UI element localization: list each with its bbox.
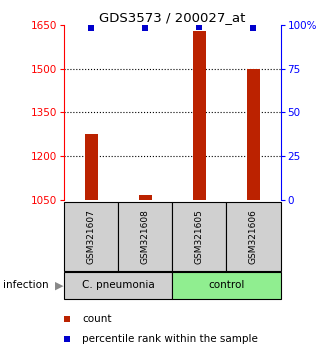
Text: percentile rank within the sample: percentile rank within the sample xyxy=(82,334,258,344)
Title: GDS3573 / 200027_at: GDS3573 / 200027_at xyxy=(99,11,246,24)
Bar xyxy=(193,30,206,200)
Text: infection: infection xyxy=(3,280,49,290)
Bar xyxy=(139,195,152,200)
Bar xyxy=(226,202,280,271)
Text: ▶: ▶ xyxy=(55,280,64,290)
Bar xyxy=(173,272,280,299)
Bar xyxy=(84,134,98,200)
Text: GSM321606: GSM321606 xyxy=(249,209,258,264)
Text: GSM321608: GSM321608 xyxy=(141,209,150,264)
Text: GSM321607: GSM321607 xyxy=(87,209,96,264)
Bar xyxy=(247,69,260,200)
Bar xyxy=(173,202,226,271)
Bar xyxy=(64,202,118,271)
Text: GSM321605: GSM321605 xyxy=(195,209,204,264)
Text: count: count xyxy=(82,314,112,324)
Text: C. pneumonia: C. pneumonia xyxy=(82,280,155,290)
Bar xyxy=(118,202,173,271)
Text: control: control xyxy=(208,280,245,290)
Bar xyxy=(64,272,173,299)
